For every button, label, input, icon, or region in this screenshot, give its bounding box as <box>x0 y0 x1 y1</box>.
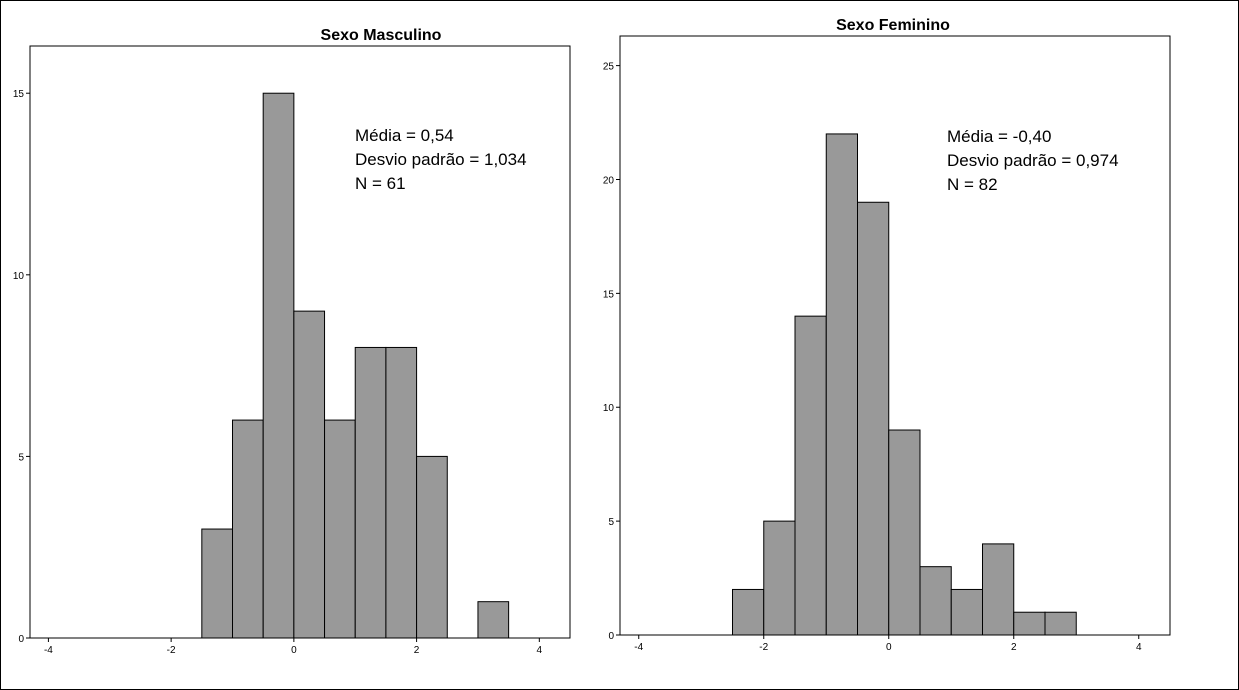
x-tick-label: -4 <box>44 645 53 656</box>
x-tick-label: 0 <box>291 645 297 656</box>
stat-sd-female: Desvio padrão = 0,974 <box>947 151 1119 170</box>
stat-n-female: N = 82 <box>947 175 998 194</box>
bar-female-8 <box>982 543 1015 636</box>
x-axis-male: -4 -2 0 2 4 <box>44 638 543 656</box>
bar-female-2 <box>794 315 827 636</box>
bar-male-1 <box>232 419 264 639</box>
bar-male-8 <box>477 601 510 639</box>
bar-female-6 <box>919 566 952 636</box>
y-tick-label: 5 <box>608 517 614 528</box>
x-tick-label: 2 <box>1011 642 1017 653</box>
bar-male-2 <box>262 92 295 639</box>
y-axis-male: 0 5 10 15 <box>13 89 30 645</box>
bar-female-0 <box>732 588 765 636</box>
y-tick-label: 15 <box>13 89 25 100</box>
stat-mean-male: Média = 0,54 <box>355 126 454 145</box>
bar-male-6 <box>385 346 418 639</box>
x-tick-label: 4 <box>537 645 543 656</box>
y-tick-label: 0 <box>608 631 614 642</box>
bar-female-7 <box>950 588 983 636</box>
stat-sd-male: Desvio padrão = 1,034 <box>355 150 527 169</box>
bar-male-3 <box>293 310 326 639</box>
y-tick-label: 20 <box>603 175 615 186</box>
chart-title-female: Sexo Feminino <box>836 17 950 34</box>
y-tick-label: 10 <box>603 403 615 414</box>
bars-male <box>201 92 510 639</box>
bar-male-5 <box>354 346 387 639</box>
x-tick-label: 0 <box>886 642 892 653</box>
bars-female <box>732 133 1077 636</box>
bar-female-1 <box>763 520 796 636</box>
chart-title-male: Sexo Masculino <box>321 27 442 44</box>
y-tick-label: 10 <box>13 271 25 282</box>
x-axis-female: -4 -2 0 2 4 <box>634 635 1142 653</box>
bar-male-7 <box>416 455 448 639</box>
stat-mean-female: Média = -0,40 <box>947 127 1051 146</box>
y-tick-label: 15 <box>603 289 615 300</box>
histogram-male: Sexo Masculino 0 5 10 15 -4 -2 0 2 4 Média = 0,… <box>13 27 571 656</box>
y-axis-female: 0 5 10 15 20 25 <box>603 62 620 642</box>
y-tick-label: 0 <box>18 634 24 645</box>
bar-female-3 <box>825 133 858 636</box>
bar-female-10 <box>1044 611 1077 636</box>
x-tick-label: -4 <box>634 642 643 653</box>
y-tick-label: 25 <box>603 62 615 73</box>
bar-male-4 <box>324 419 356 639</box>
histogram-female: Sexo Feminino 0 5 10 15 20 25 -4 -2 0 2 4 Média =… <box>603 17 1171 653</box>
bar-female-5 <box>888 429 921 636</box>
stat-n-male: N = 61 <box>355 174 406 193</box>
bar-female-9 <box>1013 611 1046 636</box>
x-tick-label: -2 <box>167 645 176 656</box>
x-tick-label: 4 <box>1136 642 1142 653</box>
x-tick-label: 2 <box>414 645 420 656</box>
bar-male-0 <box>201 528 233 639</box>
x-tick-label: -2 <box>759 642 768 653</box>
y-tick-label: 5 <box>18 452 24 463</box>
bar-female-4 <box>857 201 890 636</box>
